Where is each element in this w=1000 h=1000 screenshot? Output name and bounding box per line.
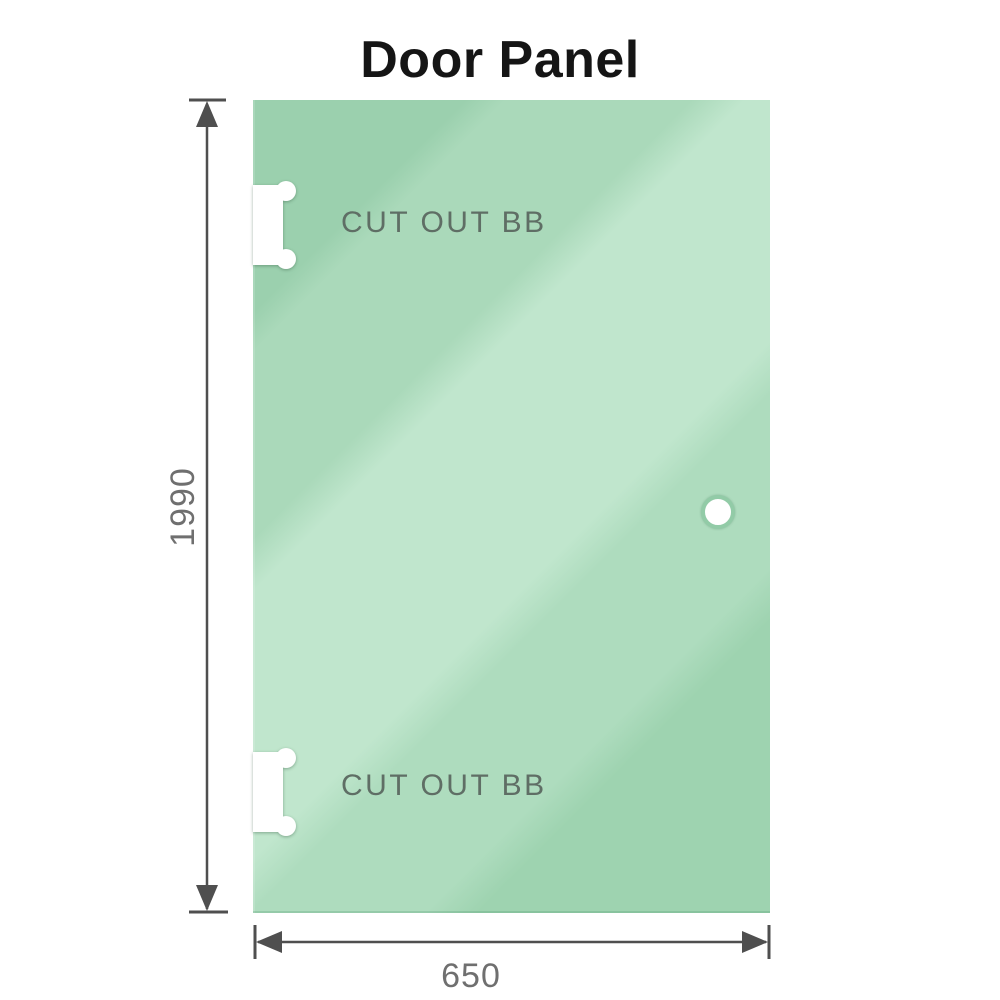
cutout-bottom-label: CUT OUT BB <box>341 769 547 802</box>
cutout-top-label: CUT OUT BB <box>341 206 547 239</box>
cutout-top-icon <box>253 181 296 269</box>
width-dimension-label: 650 <box>441 957 501 995</box>
height-dimension-label: 1990 <box>164 467 202 547</box>
glass-panel <box>253 100 770 913</box>
page-title: Door Panel <box>360 31 640 89</box>
cutout-bottom-icon <box>253 748 296 836</box>
handle-hole-icon <box>701 495 735 529</box>
